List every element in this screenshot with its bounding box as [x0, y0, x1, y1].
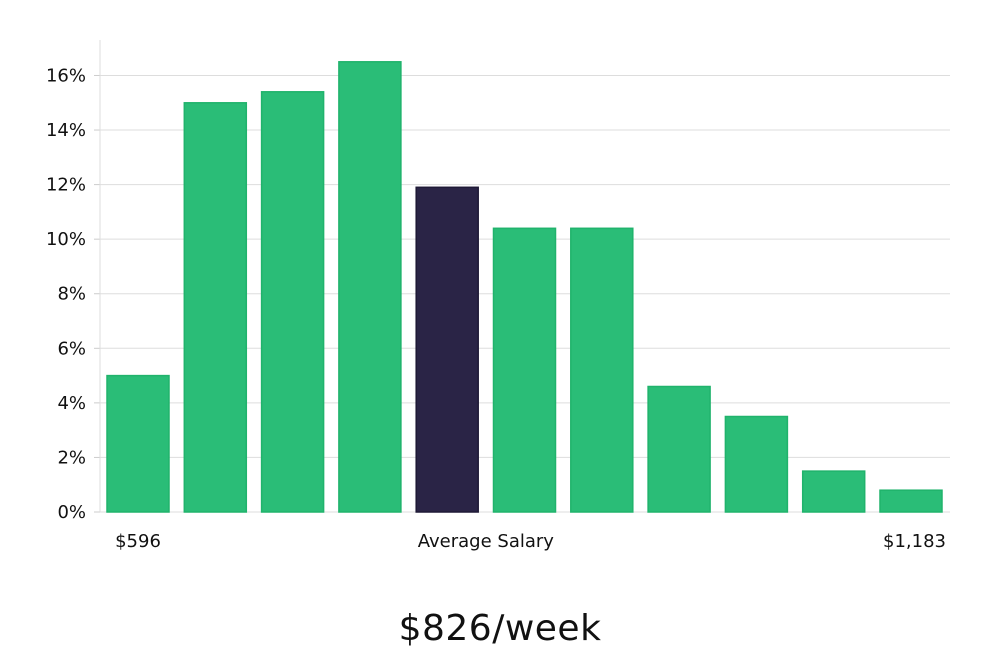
salary-histogram: 0% 2% 4% 6% 8% 10% 12% 14% 16% $596 Average Sala… [46, 40, 950, 552]
y-tick-label: 8% [57, 284, 86, 305]
bar [492, 227, 557, 513]
average-salary-value: $826/week [398, 608, 602, 649]
x-label-max: $1,183 [883, 531, 946, 552]
y-tick-label: 4% [57, 393, 86, 414]
y-tick-label: 2% [57, 447, 86, 468]
y-tick-label: 6% [57, 338, 86, 359]
y-tick-label: 0% [57, 502, 86, 523]
bar [570, 227, 634, 513]
bar [260, 91, 325, 513]
x-label-min: $596 [115, 531, 161, 552]
bar-average [415, 186, 479, 513]
x-label-average: Average Salary [418, 531, 555, 552]
y-tick-label: 12% [46, 175, 86, 196]
bar [106, 374, 170, 513]
bar [338, 61, 402, 513]
y-axis-tick-labels: 0% 2% 4% 6% 8% 10% 12% 14% 16% [46, 65, 100, 523]
bars [106, 61, 943, 513]
y-tick-label: 14% [46, 120, 86, 141]
bar [879, 489, 943, 513]
bar [801, 470, 866, 513]
y-tick-label: 16% [46, 65, 86, 86]
bar [724, 415, 789, 513]
y-tick-label: 10% [46, 229, 86, 250]
bar [647, 385, 711, 513]
bar [183, 102, 248, 513]
